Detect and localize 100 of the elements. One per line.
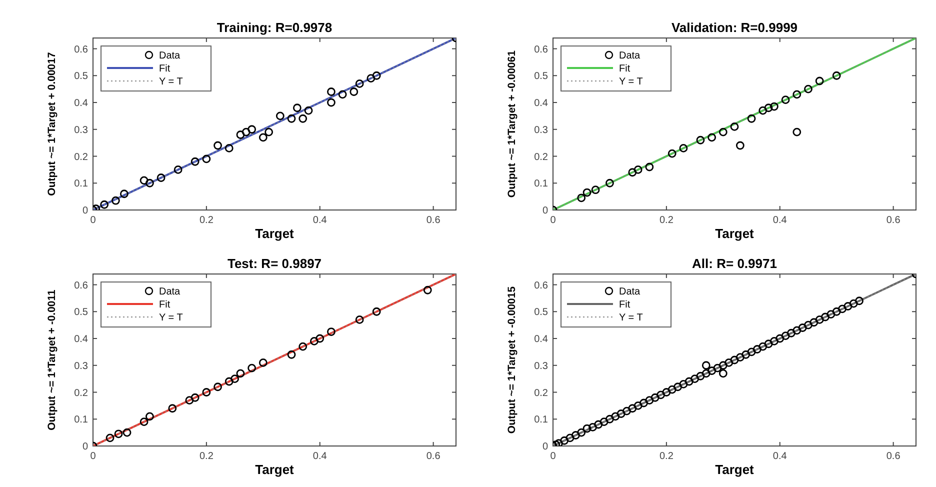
point xyxy=(616,410,626,418)
point xyxy=(781,332,790,340)
point xyxy=(174,165,182,174)
x-tick-label: 0.2 xyxy=(199,451,214,462)
point xyxy=(591,186,600,194)
y-tick-label: 0.6 xyxy=(534,280,548,292)
point xyxy=(366,74,376,83)
y-tick-label: 0.5 xyxy=(534,71,548,82)
point xyxy=(696,372,705,380)
point xyxy=(114,430,123,438)
point xyxy=(185,396,194,405)
point xyxy=(679,144,688,152)
point xyxy=(798,324,807,332)
point xyxy=(588,422,597,432)
x-tick-label: 0.6 xyxy=(426,215,441,226)
x-tick-label: 0.2 xyxy=(199,215,214,226)
point xyxy=(770,102,778,111)
point xyxy=(838,304,846,314)
y-tick-label: 0.4 xyxy=(74,334,88,345)
point xyxy=(787,328,796,338)
chart-title: All: R= 0.9971 xyxy=(692,256,777,271)
point xyxy=(248,125,256,134)
point xyxy=(304,106,313,115)
point xyxy=(230,374,239,384)
point xyxy=(140,418,148,426)
point xyxy=(792,128,802,136)
point xyxy=(350,88,358,96)
point xyxy=(690,374,699,384)
y-axis-title: Output ~= 1*Target + -0.00061 xyxy=(506,50,518,198)
point xyxy=(423,286,432,294)
point xyxy=(224,377,234,386)
y-tick-label: 0.2 xyxy=(74,152,88,163)
point xyxy=(100,200,109,209)
y-tick-label: 0.6 xyxy=(534,44,548,56)
y-tick-label: 0.3 xyxy=(74,360,88,372)
legend-label: Y = T xyxy=(159,312,183,324)
y-tick-label: 0.6 xyxy=(74,44,88,56)
point xyxy=(594,420,603,429)
point xyxy=(679,380,688,388)
point xyxy=(582,188,592,197)
legend-label: Data xyxy=(619,286,641,298)
point xyxy=(577,194,586,202)
point xyxy=(747,348,756,356)
point xyxy=(146,412,154,421)
point xyxy=(640,398,648,408)
point xyxy=(792,90,802,99)
y-tick-label: 0.5 xyxy=(74,307,88,318)
point xyxy=(600,418,608,426)
point xyxy=(236,130,245,139)
y-tick-label: 0.2 xyxy=(534,388,548,399)
point xyxy=(316,334,324,343)
x-tick-label: 0.6 xyxy=(886,451,901,462)
point xyxy=(668,149,676,158)
legend-label: Data xyxy=(619,50,641,62)
point xyxy=(122,428,132,437)
point xyxy=(684,377,694,386)
point xyxy=(156,174,166,182)
point xyxy=(730,122,739,131)
point xyxy=(258,133,268,142)
point xyxy=(577,428,586,437)
point xyxy=(338,90,347,99)
x-axis-title: Target xyxy=(255,226,295,241)
point xyxy=(724,358,734,367)
y-tick-label: 0.1 xyxy=(74,178,88,190)
point xyxy=(111,196,120,205)
point xyxy=(832,71,841,80)
point xyxy=(214,382,222,392)
point xyxy=(628,404,637,413)
point xyxy=(758,106,768,115)
x-tick-label: 0.4 xyxy=(772,451,788,462)
y-axis-title: Output ~= 1*Target + -0.00015 xyxy=(506,286,518,434)
point xyxy=(298,114,308,123)
point xyxy=(718,361,728,370)
point xyxy=(656,390,665,400)
point xyxy=(566,434,574,442)
legend-label: Fit xyxy=(619,64,630,74)
x-tick-label: 0.2 xyxy=(659,451,674,462)
x-axis-title: Target xyxy=(715,462,755,477)
point xyxy=(202,154,211,164)
point xyxy=(611,412,620,421)
point xyxy=(287,350,296,359)
legend-label: Y = T xyxy=(619,312,643,324)
point xyxy=(140,176,148,185)
y-tick-label: 0 xyxy=(542,206,548,216)
y-tick-label: 0.5 xyxy=(74,71,88,82)
point xyxy=(327,98,336,107)
y-tick-label: 0.1 xyxy=(534,414,548,426)
point xyxy=(327,88,336,96)
y-tick-label: 0.2 xyxy=(534,152,548,163)
point xyxy=(708,133,716,142)
point xyxy=(190,393,200,402)
y-tick-label: 0.4 xyxy=(534,98,548,109)
point xyxy=(214,141,222,150)
x-tick-label: 0.6 xyxy=(886,215,901,226)
point xyxy=(781,96,790,104)
point xyxy=(747,114,756,123)
point xyxy=(804,84,812,94)
point xyxy=(634,165,642,174)
point xyxy=(264,128,274,136)
point xyxy=(327,328,336,336)
